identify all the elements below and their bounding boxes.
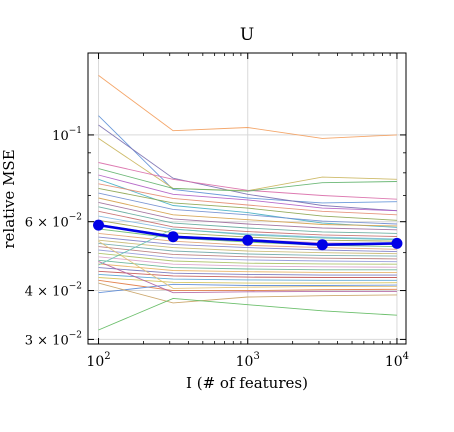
y-tick-label: 3 × 10−2	[25, 330, 82, 348]
series-line	[98, 297, 397, 331]
y-axis-label: relative MSE	[0, 149, 18, 248]
y-tick-label: 10−1	[52, 126, 82, 144]
series-line	[98, 192, 397, 225]
series-line	[98, 270, 397, 278]
y-tick-label: 4 × 10−2	[25, 282, 82, 300]
x-axis-label: I (# of features)	[186, 374, 308, 392]
x-tick-label: 102	[86, 351, 110, 370]
series-line	[98, 240, 397, 289]
series-line	[98, 162, 397, 200]
series-line	[98, 242, 397, 257]
mean-series-point	[242, 234, 254, 246]
series-line	[98, 246, 397, 260]
y-tick-label: 6 × 10−2	[25, 213, 82, 231]
series-line	[98, 273, 397, 281]
series-line	[98, 174, 397, 212]
series-lines	[98, 75, 397, 331]
series-line	[98, 178, 397, 228]
series-line	[98, 115, 397, 204]
series-line	[98, 282, 397, 304]
series-line	[98, 236, 397, 253]
series-line	[98, 187, 397, 221]
series-line	[98, 263, 397, 273]
mean-series-point	[167, 231, 179, 243]
ticks: 102 103 104 10−1 6 × 10−2 4 × 10−2 3 × 10−2	[25, 53, 409, 370]
mean-series-point	[316, 239, 328, 251]
series-line	[98, 206, 397, 234]
series-line	[98, 215, 397, 240]
mean-series-point	[391, 237, 403, 249]
mean-series-point	[93, 219, 105, 231]
series-line	[98, 260, 397, 294]
series-line	[98, 267, 397, 276]
series-line	[98, 197, 397, 227]
x-tick-label: 103	[236, 351, 260, 370]
series-line	[98, 277, 397, 284]
series-line	[98, 283, 397, 294]
series-line	[98, 183, 397, 216]
mean-series	[93, 219, 403, 251]
x-tick-label: 104	[385, 351, 409, 370]
series-line	[98, 252, 397, 265]
series-line	[98, 259, 397, 271]
series-line	[98, 256, 397, 268]
series-line	[98, 249, 397, 263]
series-line	[98, 124, 397, 212]
series-line	[98, 75, 397, 139]
series-line	[98, 239, 397, 255]
series-line	[98, 168, 397, 192]
plot-frame	[87, 52, 407, 345]
series-line	[98, 210, 397, 237]
series-line	[98, 201, 397, 231]
chart-title: U	[240, 25, 254, 45]
